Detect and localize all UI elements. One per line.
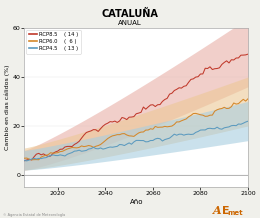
Text: CATALUÑA: CATALUÑA bbox=[102, 9, 158, 19]
Text: met: met bbox=[228, 210, 243, 216]
Y-axis label: Cambio en dias cálidos (%): Cambio en dias cálidos (%) bbox=[4, 65, 10, 150]
Text: ANUAL: ANUAL bbox=[118, 20, 142, 26]
Text: © Agencia Estatal de Meteorología: © Agencia Estatal de Meteorología bbox=[3, 213, 65, 217]
Legend: RCP8.5    ( 14 ), RCP6.0    (  6 ), RCP4.5    ( 13 ): RCP8.5 ( 14 ), RCP6.0 ( 6 ), RCP4.5 ( 13… bbox=[26, 30, 81, 54]
Text: E: E bbox=[222, 206, 230, 216]
X-axis label: Año: Año bbox=[129, 199, 143, 205]
Text: A: A bbox=[213, 205, 222, 216]
